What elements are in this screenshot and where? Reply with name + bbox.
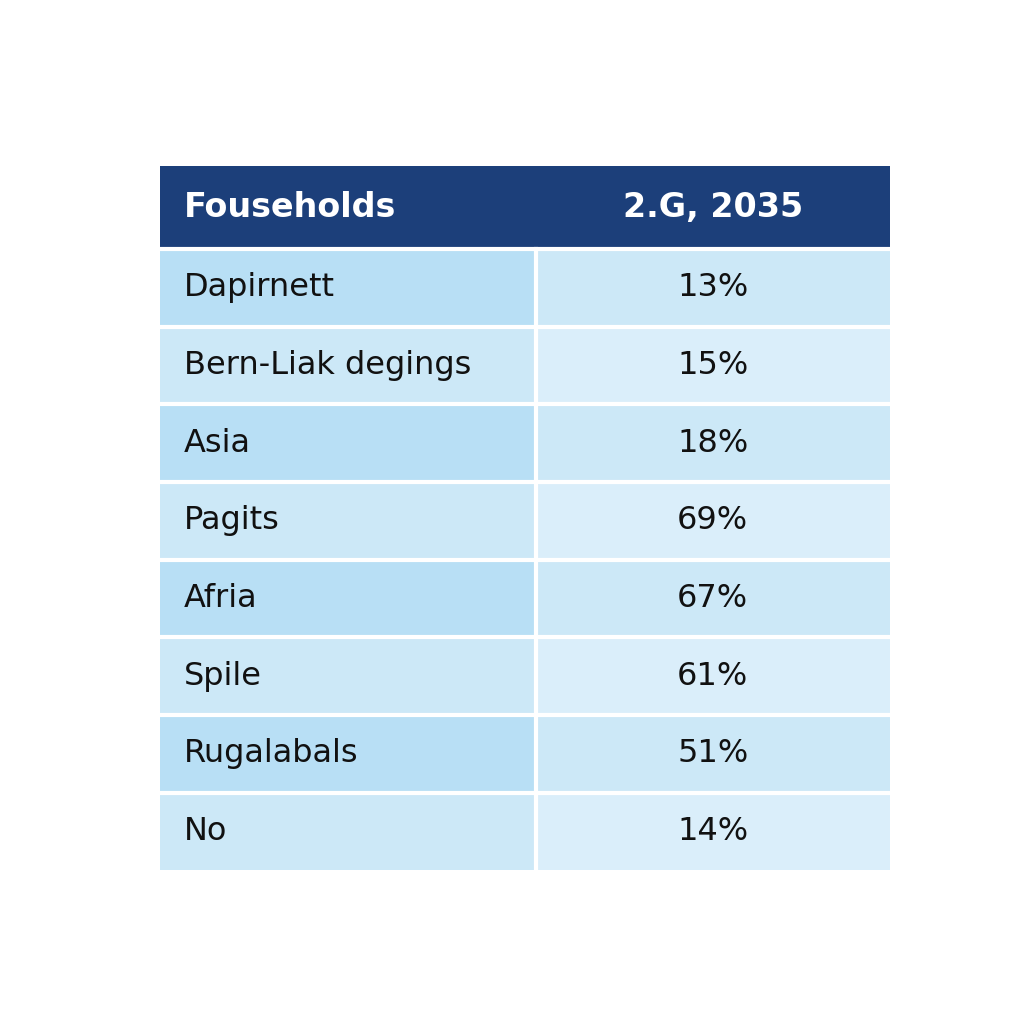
- Bar: [160, 166, 890, 249]
- Bar: [160, 715, 536, 793]
- Bar: [160, 560, 536, 637]
- Text: 14%: 14%: [677, 816, 749, 847]
- Text: Spile: Spile: [183, 660, 261, 691]
- Text: 15%: 15%: [677, 350, 749, 381]
- Text: Bern-Liak degings: Bern-Liak degings: [183, 350, 471, 381]
- Text: No: No: [183, 816, 227, 847]
- Bar: [160, 793, 536, 870]
- Text: 67%: 67%: [677, 583, 749, 614]
- Text: 61%: 61%: [677, 660, 749, 691]
- Bar: [536, 637, 890, 715]
- Text: Afria: Afria: [183, 583, 257, 614]
- Text: Rugalabals: Rugalabals: [183, 738, 358, 769]
- Text: 18%: 18%: [677, 428, 749, 459]
- Bar: [160, 637, 536, 715]
- Text: Pagits: Pagits: [183, 506, 280, 537]
- Bar: [160, 249, 536, 327]
- Bar: [160, 482, 536, 560]
- Text: Dapirnett: Dapirnett: [183, 272, 335, 303]
- Bar: [536, 715, 890, 793]
- Text: 13%: 13%: [677, 272, 749, 303]
- Bar: [160, 404, 536, 482]
- Bar: [536, 560, 890, 637]
- Bar: [536, 249, 890, 327]
- Text: 2.G, 2035: 2.G, 2035: [623, 191, 803, 224]
- Bar: [160, 327, 536, 404]
- Text: 51%: 51%: [677, 738, 749, 769]
- Bar: [536, 793, 890, 870]
- Text: Asia: Asia: [183, 428, 251, 459]
- Text: 69%: 69%: [677, 506, 749, 537]
- Bar: [536, 404, 890, 482]
- Bar: [536, 482, 890, 560]
- Text: Fouseholds: Fouseholds: [183, 191, 396, 224]
- Bar: [536, 327, 890, 404]
